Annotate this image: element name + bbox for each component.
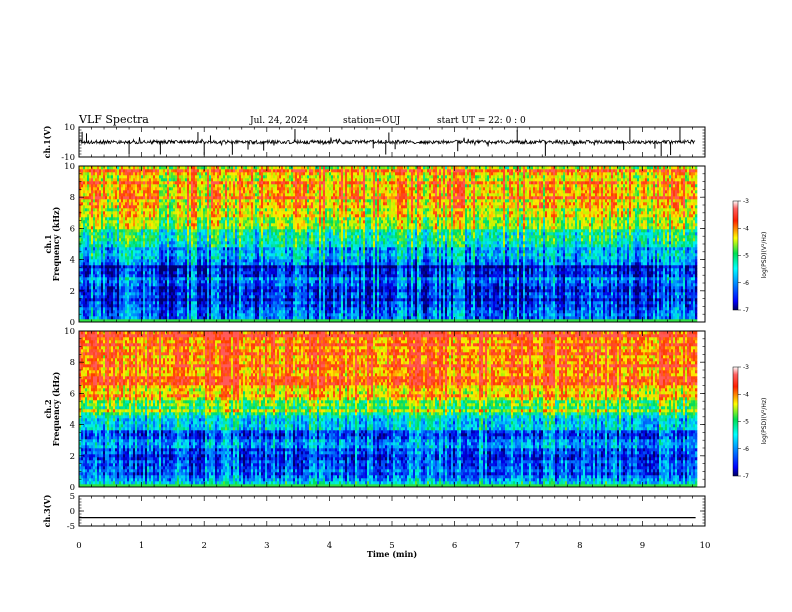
ch1-waveform-line xyxy=(79,137,696,147)
y-tick-label: 6 xyxy=(70,224,75,234)
colorbar-tick-label: -6 xyxy=(743,446,749,453)
colorbar-tick-label: -7 xyxy=(743,307,749,314)
y-tick-label: 4 xyxy=(70,421,75,431)
y-tick-label: 4 xyxy=(70,256,75,266)
y-tick-label: 5 xyxy=(70,492,75,502)
colorbar-tick-label: -4 xyxy=(743,225,749,232)
ch2-colorbar-scale xyxy=(732,366,739,477)
time-tick-label: 10 xyxy=(700,541,711,551)
ch1-spikes xyxy=(81,127,681,157)
y-tick-label: 2 xyxy=(70,287,75,297)
colorbar-tick-label: -3 xyxy=(743,198,749,205)
time-axis-label: Time (min) xyxy=(367,549,417,559)
time-tick-label: 6 xyxy=(452,541,457,551)
station-label: station=OUJ xyxy=(343,116,401,126)
ch2-spectrogram-panel: 0 2 4 6 8 10 ch.2 Frequency (kHz) -3 -4 -5 -6 -7 … xyxy=(43,327,768,493)
time-tick-label: 0 xyxy=(76,541,81,551)
ch3-yticks: 5 0 -5 xyxy=(67,492,705,532)
y-tick-label: -5 xyxy=(67,522,75,532)
y-tick-label: 0 xyxy=(70,318,75,328)
colorbar-tick-label: -6 xyxy=(743,280,749,287)
time-tick-label: 8 xyxy=(577,541,582,551)
ch1-colorbar-ticks: -3 -4 -5 -6 -7 xyxy=(738,198,749,314)
time-tick-label: 4 xyxy=(327,541,332,551)
time-tick-label: 7 xyxy=(514,541,519,551)
y-tick-label: 8 xyxy=(70,358,75,368)
start-time-label: start UT = 22: 0 : 0 xyxy=(437,116,526,126)
y-tick-label: 0 xyxy=(70,483,75,493)
time-tick-label: 3 xyxy=(264,541,269,551)
ch2-ylabel-frequency: Frequency (kHz) xyxy=(51,371,61,446)
colorbar-tick-label: -5 xyxy=(743,253,749,260)
time-axis: 0 1 2 3 4 5 6 7 8 9 10 xyxy=(76,127,710,551)
ch1-colorbar-label: log(PSD)(V²/Hz) xyxy=(761,232,768,279)
ch1-frequency-ticks: 0 2 4 6 8 10 xyxy=(64,162,705,328)
y-tick-label: 10 xyxy=(64,162,75,172)
ch2-ylabel-channel: ch.2 xyxy=(43,399,53,418)
figure-title: VLF Spectra xyxy=(78,113,149,126)
ch1-ylabel-channel: ch.1 xyxy=(43,234,53,253)
y-tick-label: -10 xyxy=(61,153,75,163)
time-tick-label: 9 xyxy=(640,541,645,551)
y-tick-label: 0 xyxy=(70,507,75,517)
ch1-colorbar: -3 -4 -5 -6 -7 log(PSD)(V²/Hz) xyxy=(732,198,768,314)
colorbar-tick-label: -5 xyxy=(743,419,749,426)
colorbar-tick-label: -7 xyxy=(743,473,749,480)
date-label: Jul. 24, 2024 xyxy=(249,116,308,126)
colorbar-tick-label: -3 xyxy=(743,364,749,371)
ch1-ylabel: ch.1(V) xyxy=(42,125,52,158)
ch3-ylabel: ch.3(V) xyxy=(42,494,52,527)
colorbar-tick-label: -4 xyxy=(743,391,749,398)
y-tick-label: 10 xyxy=(64,123,75,133)
y-tick-label: 6 xyxy=(70,389,75,399)
time-tick-label: 2 xyxy=(201,541,206,551)
ch1-colorbar-scale xyxy=(732,200,739,311)
y-tick-label: 10 xyxy=(64,327,75,337)
time-tick-label: 1 xyxy=(139,541,144,551)
ch2-frequency-ticks: 0 2 4 6 8 10 xyxy=(64,327,705,493)
time-tick-label: 5 xyxy=(389,541,394,551)
ch2-colorbar-ticks: -3 -4 -5 -6 -7 xyxy=(738,364,749,480)
y-tick-label: 2 xyxy=(70,452,75,462)
ch2-colorbar-label: log(PSD)(V²/Hz) xyxy=(761,398,768,445)
ch1-spectrogram-panel: 0 2 4 6 8 10 ch.1 Frequency (kHz) -3 -4 -5 -6 -7 … xyxy=(43,162,768,328)
ch1-yticks: 10 -10 xyxy=(61,123,705,163)
ch1-spectrogram xyxy=(79,166,698,322)
y-tick-label: 8 xyxy=(70,193,75,203)
ch2-colorbar: -3 -4 -5 -6 -7 log(PSD)(V²/Hz) xyxy=(732,364,768,480)
ch1-ylabel-frequency: Frequency (kHz) xyxy=(51,206,61,281)
ch2-spectrogram xyxy=(79,331,698,487)
